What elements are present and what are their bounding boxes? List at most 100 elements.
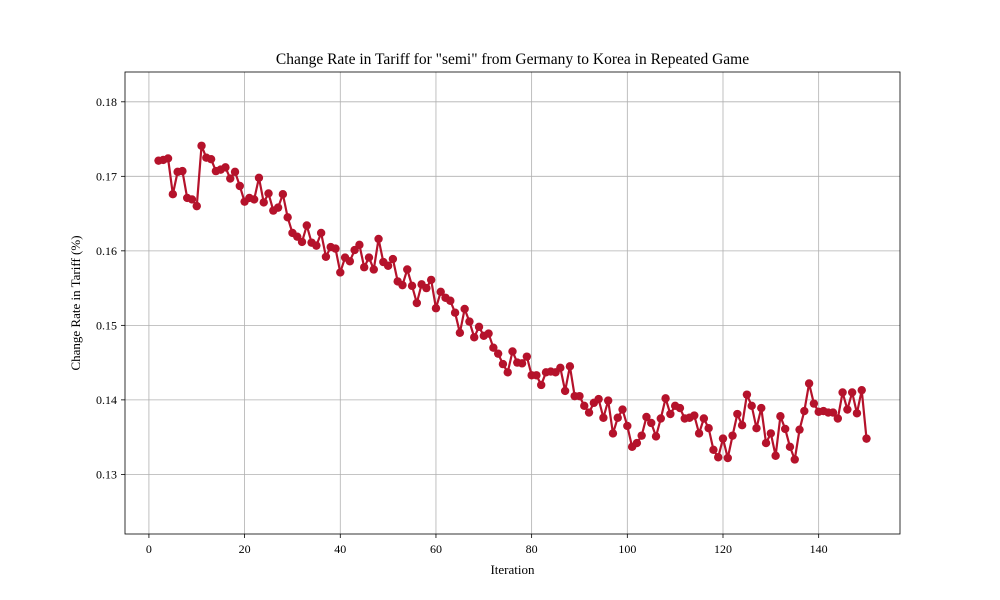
- data-point: [532, 371, 541, 380]
- data-point: [508, 347, 517, 356]
- x-tick-label: 20: [239, 542, 251, 556]
- data-point: [804, 379, 814, 388]
- data-point: [412, 298, 422, 308]
- data-point: [254, 173, 264, 183]
- data-point: [278, 190, 288, 199]
- data-point: [575, 391, 584, 401]
- data-point: [489, 343, 498, 352]
- data-point: [661, 394, 670, 403]
- data-point: [618, 405, 627, 414]
- data-point: [838, 388, 847, 397]
- data-point: [455, 328, 465, 338]
- data-point: [828, 408, 838, 417]
- data-point: [728, 431, 737, 440]
- data-point: [704, 423, 713, 433]
- data-point: [608, 429, 618, 438]
- data-point: [737, 421, 747, 430]
- x-tick-label: 60: [430, 542, 442, 556]
- plot-area-frame: [124, 71, 901, 535]
- data-point: [446, 296, 455, 305]
- data-point: [651, 432, 661, 441]
- y-tick-label: 0.13: [96, 467, 117, 481]
- data-point: [316, 228, 326, 238]
- data-point: [690, 411, 699, 420]
- data-point: [637, 431, 646, 440]
- y-tick-label: 0.14: [96, 393, 117, 407]
- data-point: [752, 423, 761, 433]
- grid-lines: [125, 72, 900, 534]
- data-point: [450, 308, 460, 317]
- data-point: [168, 190, 178, 199]
- data-point: [178, 166, 187, 176]
- data-point: [470, 333, 479, 342]
- data-point: [522, 352, 532, 361]
- data-point: [857, 385, 866, 395]
- x-tick-label: 0: [146, 542, 152, 556]
- data-point: [565, 362, 575, 371]
- data-point: [833, 414, 843, 423]
- data-point: [163, 154, 173, 163]
- data-point: [503, 368, 512, 377]
- data-point: [623, 421, 632, 431]
- data-point: [465, 317, 474, 326]
- data-point: [742, 390, 752, 399]
- data-point: [747, 401, 756, 411]
- y-axis-label: Change Rate in Tariff (%): [68, 235, 83, 370]
- data-point: [795, 425, 804, 434]
- y-tick-label: 0.17: [96, 169, 117, 183]
- x-tick-label: 40: [334, 542, 346, 556]
- chart-title: Change Rate in Tariff for "semi" from Ge…: [276, 51, 749, 68]
- data-point: [484, 329, 493, 338]
- data-point: [407, 281, 417, 291]
- data-point: [647, 418, 656, 428]
- data-point: [283, 213, 292, 222]
- data-point: [388, 254, 398, 264]
- data-point: [771, 451, 780, 460]
- data-point: [666, 409, 675, 419]
- data-point: [843, 405, 852, 414]
- y-axis-ticks: 0.13 0.14 0.15 0.16 0.17 0.18: [96, 95, 125, 481]
- y-tick-label: 0.15: [96, 318, 117, 332]
- data-point: [297, 237, 307, 247]
- data-point: [766, 429, 776, 438]
- x-axis-label: Iteration: [490, 562, 535, 577]
- data-point: [852, 409, 862, 418]
- data-point: [757, 403, 766, 413]
- data-point: [785, 442, 795, 452]
- data-point: [264, 189, 273, 198]
- data-point: [474, 322, 484, 332]
- data-point: [603, 396, 613, 405]
- data-point: [580, 401, 589, 411]
- data-point: [718, 434, 728, 443]
- data-point: [584, 408, 594, 417]
- x-tick-label: 80: [526, 542, 538, 556]
- data-point: [197, 141, 206, 150]
- data-point: [302, 221, 311, 230]
- data-point: [862, 434, 871, 443]
- data-point: [699, 414, 709, 423]
- data-point: [560, 386, 570, 396]
- data-point: [809, 399, 819, 408]
- data-point: [493, 349, 503, 358]
- data-point: [599, 413, 608, 422]
- data-point: [800, 406, 809, 416]
- data-point: [226, 174, 235, 183]
- x-axis-ticks: 0 20 40 60 80 100 120 140: [146, 534, 828, 556]
- x-tick-label: 100: [618, 542, 636, 556]
- data-point: [369, 265, 378, 274]
- data-point: [360, 263, 369, 272]
- data-point: [331, 244, 340, 253]
- data-point: [192, 201, 201, 211]
- data-point: [345, 257, 355, 266]
- data-point: [733, 409, 742, 419]
- data-point: [249, 195, 259, 204]
- data-point: [206, 154, 216, 164]
- data-point: [398, 280, 407, 290]
- data-point: [761, 438, 771, 448]
- data-point: [312, 241, 321, 250]
- data-point: [436, 287, 445, 297]
- y-tick-label: 0.16: [96, 244, 117, 258]
- data-point: [517, 359, 527, 368]
- data-point: [422, 283, 431, 293]
